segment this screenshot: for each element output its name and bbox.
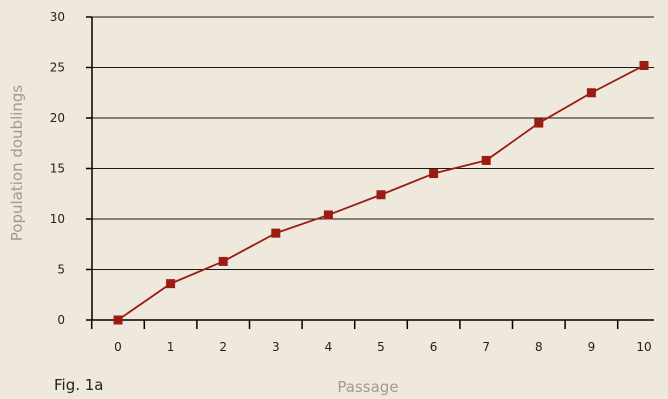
x-tick-label: 4	[325, 340, 333, 354]
figure-label: Fig. 1a	[54, 376, 104, 394]
grid-layer	[92, 16, 654, 270]
data-point-marker	[429, 169, 439, 179]
y-tick-label: 10	[50, 212, 65, 226]
y-tick-label: 15	[50, 162, 65, 176]
data-point-marker	[113, 315, 123, 325]
axes	[86, 16, 654, 329]
x-tick-label: 3	[272, 340, 280, 354]
x-tick-label: 6	[430, 340, 438, 354]
x-tick-label: 7	[482, 340, 490, 354]
x-tick-label: 5	[377, 340, 385, 354]
data-point-marker	[166, 279, 176, 289]
x-tick-label: 9	[588, 340, 596, 354]
data-point-marker	[586, 88, 596, 98]
data-point-marker	[481, 155, 491, 165]
data-point-marker	[376, 190, 386, 200]
y-tick-label: 25	[50, 61, 65, 75]
x-tick-label: 10	[636, 340, 651, 354]
x-tick-label: 2	[219, 340, 227, 354]
x-axis-title: Passage	[337, 378, 398, 396]
x-tick-label: 8	[535, 340, 543, 354]
data-point-marker	[534, 118, 544, 128]
data-point-marker	[639, 60, 649, 70]
data-point-marker	[271, 228, 281, 238]
x-tick-label: 0	[114, 340, 122, 354]
data-point-marker	[218, 256, 228, 266]
tick-labels: 0 5 10 15 20 25 30 0 1 2 3 4 5 6 7 8 9 10	[50, 10, 652, 354]
y-tick-label: 20	[50, 111, 65, 125]
y-axis-title: Population doublings	[8, 85, 26, 242]
x-tick-label: 1	[167, 340, 175, 354]
y-tick-label: 5	[57, 263, 65, 277]
y-tick-label: 0	[57, 313, 65, 327]
data-point-marker	[323, 210, 333, 220]
series-layer	[113, 60, 649, 325]
y-tick-label: 30	[50, 10, 65, 24]
